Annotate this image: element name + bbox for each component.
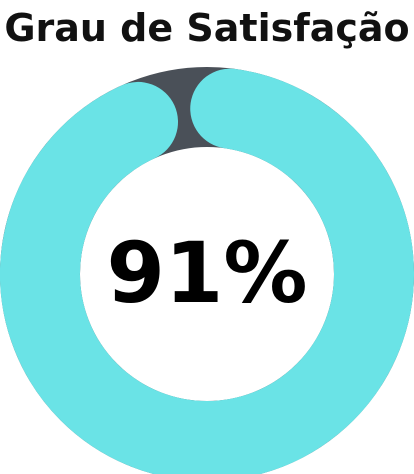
chart-title: Grau de Satisfação — [4, 6, 410, 50]
satisfaction-donut-chart — [0, 67, 414, 474]
center-value-label: 91% — [106, 224, 308, 322]
donut-value-arc — [0, 68, 414, 474]
